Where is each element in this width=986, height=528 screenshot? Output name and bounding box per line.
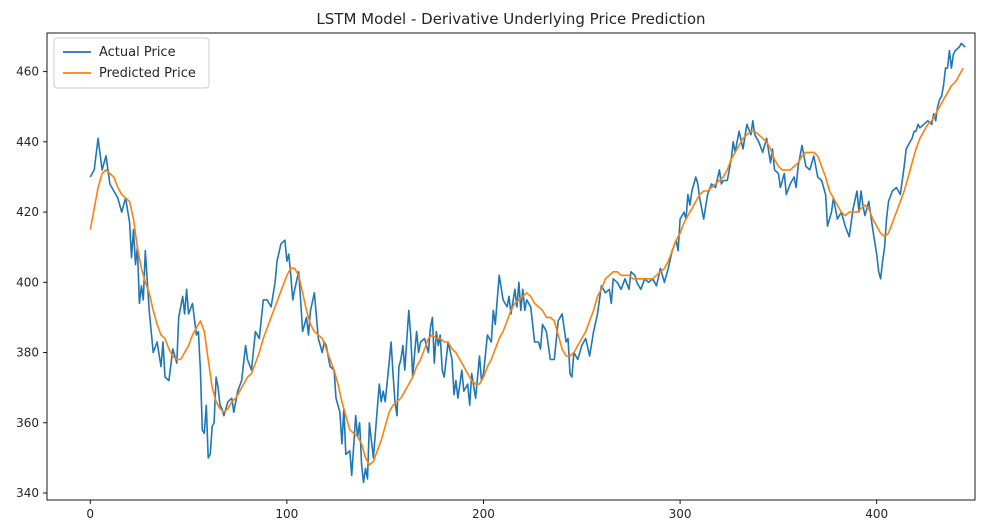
legend-box [53, 37, 210, 89]
y-tick-label: 440 [16, 135, 39, 149]
y-tick-label: 340 [16, 486, 39, 500]
y-tick-label: 420 [16, 205, 39, 219]
x-tick-label: 200 [472, 507, 495, 521]
y-axis: 340 360 380 400 420 440 460 [16, 65, 47, 500]
axes-frame [46, 32, 976, 501]
x-tick-label: 0 [86, 507, 94, 521]
y-tick-label: 380 [16, 346, 39, 360]
y-tick-label: 400 [16, 275, 39, 289]
legend-label-0: Actual Price [99, 45, 176, 60]
x-tick-label: 100 [275, 507, 298, 521]
series-layer [89, 42, 966, 484]
x-tick-label: 400 [865, 507, 888, 521]
x-axis: 0 100 200 300 400 [86, 500, 888, 521]
series-line-0 [89, 42, 966, 484]
x-tick-label: 300 [669, 507, 692, 521]
chart-title: LSTM Model - Derivative Underlying Price… [316, 10, 705, 28]
y-tick-label: 460 [16, 65, 39, 79]
legend: Actual Price Predicted Price [53, 37, 210, 89]
legend-label-1: Predicted Price [99, 66, 196, 81]
y-tick-label: 360 [16, 416, 39, 430]
series-line-1 [89, 67, 964, 466]
